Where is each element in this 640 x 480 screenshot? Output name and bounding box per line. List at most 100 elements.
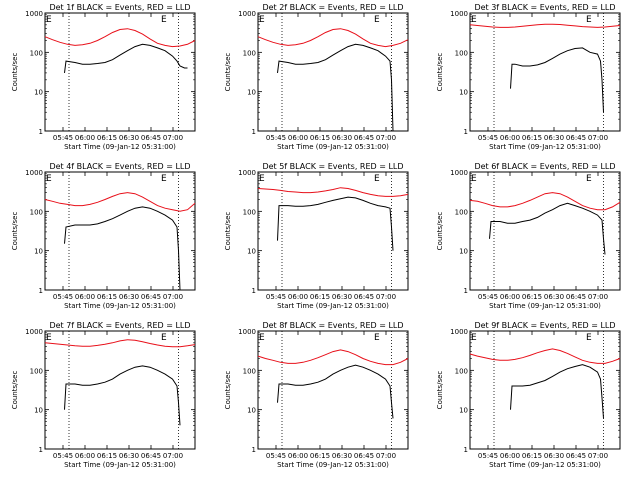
y-tick-label: 10 (247, 248, 256, 256)
series-line-lld (469, 348, 621, 364)
event-marker-right: E (586, 15, 592, 25)
x-tick-label: 06:15 (522, 452, 542, 460)
x-tick-label: 06:30 (332, 293, 352, 301)
series-line-lld (469, 23, 621, 28)
event-marker-left: E (46, 15, 52, 25)
y-tick-label: 1 (39, 287, 43, 295)
x-tick-label: 06:45 (354, 293, 374, 301)
y-axis-label: Counts/sec (224, 371, 232, 410)
plot-frame (469, 330, 621, 450)
y-tick-label: 100 (455, 367, 468, 375)
series-line-lld (469, 192, 621, 211)
x-tick-label: 06:00 (288, 293, 308, 301)
x-tick-label: 05:45 (478, 134, 498, 142)
chart-title: Det 9f BLACK = Events, RED = LLD (474, 321, 615, 330)
chart-title: Det 5f BLACK = Events, RED = LLD (262, 162, 403, 171)
y-tick-label: 1 (252, 287, 256, 295)
chart-title: Det 8f BLACK = Events, RED = LLD (262, 321, 403, 330)
x-tick-label: 06:15 (97, 452, 117, 460)
series-line-events (277, 196, 394, 251)
chart-panel-8: Det 8f BLACK = Events, RED = LLD 1 10 100 10… (224, 321, 409, 469)
plot-frame (469, 12, 621, 132)
y-tick-label: 1 (464, 446, 468, 454)
chart-panel-9: Det 9f BLACK = Events, RED = LLD 1 10 100 10… (436, 321, 621, 469)
chart-panel-4: Det 4f BLACK = Events, RED = LLD 1 10 100 10… (11, 162, 196, 310)
chart-title: Det 3f BLACK = Events, RED = LLD (474, 3, 615, 12)
y-tick-label: 100 (30, 367, 43, 375)
chart-title: Det 2f BLACK = Events, RED = LLD (262, 3, 403, 12)
series-line-lld (44, 28, 196, 48)
event-marker-right: E (586, 333, 592, 343)
series-line-events (489, 202, 606, 255)
x-tick-label: 06:30 (119, 293, 139, 301)
x-tick-label: 05:45 (266, 134, 286, 142)
chart-panel-5: Det 5f BLACK = Events, RED = LLD 1 10 100 10… (224, 162, 409, 310)
x-tick-label: 06:15 (97, 293, 117, 301)
y-tick-label: 100 (455, 49, 468, 57)
x-tick-label: 06:15 (310, 293, 330, 301)
x-tick-label: 05:45 (53, 293, 73, 301)
chart-panel-3: Det 3f BLACK = Events, RED = LLD 1 10 100 10… (436, 3, 621, 151)
x-axis-label: Start Time (09-Jan-12 05:31:00) (277, 461, 389, 469)
x-tick-label: 06:15 (97, 134, 117, 142)
x-tick-label: 07:00 (588, 452, 608, 460)
y-tick-label: 100 (243, 367, 256, 375)
event-marker-left: E (471, 174, 477, 184)
x-axis-label: Start Time (09-Jan-12 05:31:00) (64, 302, 176, 310)
series-line-lld (257, 28, 409, 48)
y-tick-label: 100 (243, 208, 256, 216)
chart-panel-7: Det 7f BLACK = Events, RED = LLD 1 10 100 10… (11, 321, 196, 469)
x-tick-label: 05:45 (266, 293, 286, 301)
x-tick-label: 06:00 (500, 452, 520, 460)
event-marker-right: E (374, 15, 380, 25)
x-axis-label: Start Time (09-Jan-12 05:31:00) (489, 461, 601, 469)
x-tick-label: 06:00 (288, 452, 308, 460)
y-tick-label: 100 (243, 49, 256, 57)
x-tick-label: 06:30 (544, 293, 564, 301)
x-tick-label: 06:15 (310, 452, 330, 460)
plot-frame (257, 12, 409, 132)
x-tick-label: 07:00 (588, 134, 608, 142)
y-axis-label: Counts/sec (436, 371, 444, 410)
x-axis-label: Start Time (09-Jan-12 05:31:00) (489, 302, 601, 310)
x-tick-label: 06:15 (310, 134, 330, 142)
x-tick-label: 06:30 (332, 134, 352, 142)
x-tick-label: 05:45 (478, 452, 498, 460)
x-tick-label: 06:45 (354, 134, 374, 142)
x-tick-label: 06:30 (544, 452, 564, 460)
y-tick-label: 1000 (450, 328, 468, 336)
y-tick-label: 1000 (25, 328, 43, 336)
series-line-events (277, 364, 394, 419)
y-tick-label: 10 (247, 89, 256, 97)
y-tick-label: 10 (34, 89, 43, 97)
series-line-events (64, 43, 188, 73)
x-tick-label: 07:00 (376, 452, 396, 460)
y-tick-label: 1 (464, 287, 468, 295)
x-tick-label: 06:30 (332, 452, 352, 460)
y-tick-label: 10 (34, 248, 43, 256)
y-tick-label: 1000 (450, 10, 468, 18)
x-tick-label: 07:00 (376, 134, 396, 142)
y-tick-label: 1 (39, 128, 43, 136)
series-line-events (510, 364, 604, 419)
y-axis-label: Counts/sec (224, 212, 232, 251)
y-tick-label: 1 (464, 128, 468, 136)
y-axis-label: Counts/sec (11, 371, 19, 410)
y-tick-label: 1000 (238, 10, 256, 18)
series-line-lld (257, 187, 409, 197)
y-tick-label: 10 (459, 89, 468, 97)
x-tick-label: 06:45 (566, 134, 586, 142)
x-tick-label: 06:00 (75, 452, 95, 460)
x-tick-label: 05:45 (53, 452, 73, 460)
y-axis-label: Counts/sec (436, 212, 444, 251)
plot-frame (257, 330, 409, 450)
event-marker-left: E (46, 333, 52, 343)
x-tick-label: 06:45 (141, 134, 161, 142)
x-tick-label: 06:00 (75, 134, 95, 142)
x-tick-label: 06:45 (566, 293, 586, 301)
y-tick-label: 1000 (450, 169, 468, 177)
y-tick-label: 1 (39, 446, 43, 454)
x-axis-label: Start Time (09-Jan-12 05:31:00) (277, 143, 389, 151)
y-tick-label: 100 (30, 208, 43, 216)
